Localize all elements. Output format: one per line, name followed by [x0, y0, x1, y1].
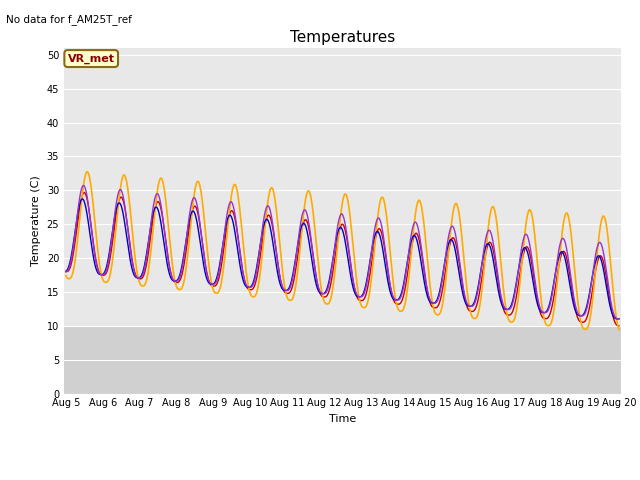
Legend: Panel T, Old Ref Temp, HMP45 T, CNR1 PRT: Panel T, Old Ref Temp, HMP45 T, CNR1 PRT	[139, 475, 546, 480]
Text: No data for f_AM25T_ref: No data for f_AM25T_ref	[6, 14, 132, 25]
Y-axis label: Temperature (C): Temperature (C)	[31, 175, 41, 266]
Title: Temperatures: Temperatures	[290, 30, 395, 46]
Bar	[64, 326, 621, 394]
Text: VR_met: VR_met	[68, 53, 115, 64]
X-axis label: Time: Time	[329, 414, 356, 424]
